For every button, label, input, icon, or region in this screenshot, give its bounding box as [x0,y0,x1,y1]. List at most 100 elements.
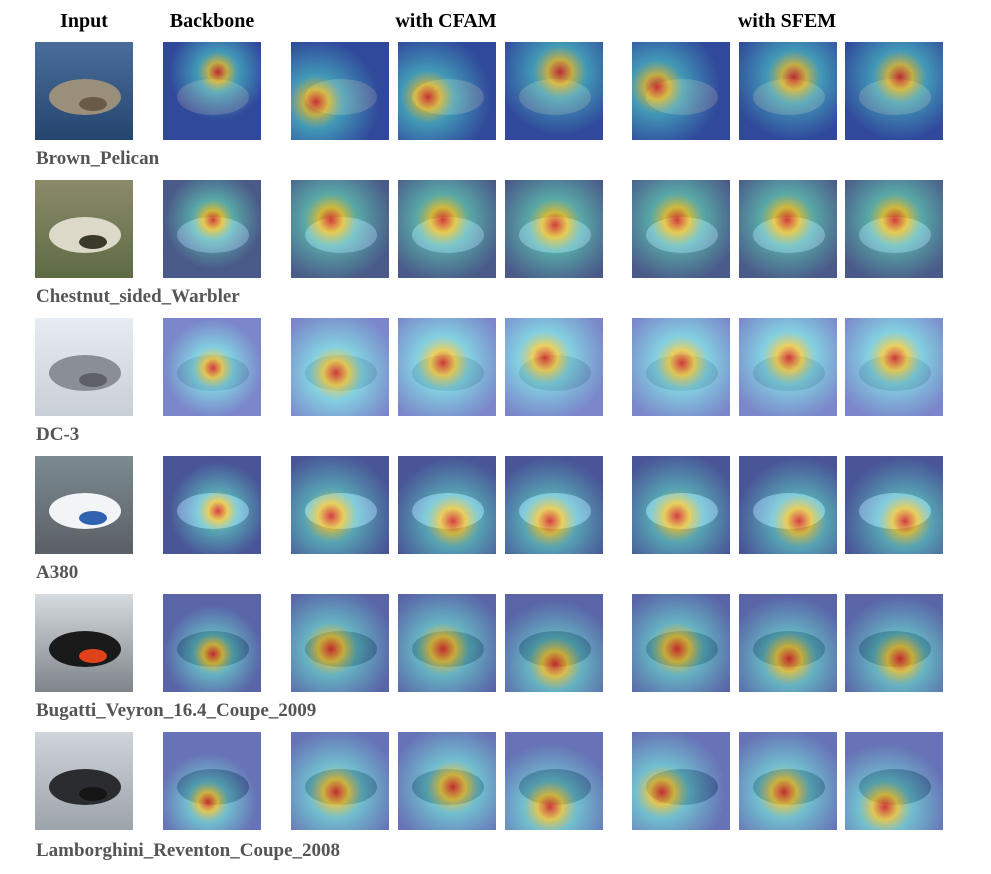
backbone-heatmap [163,594,261,692]
attention-overlay [632,42,730,140]
attention-overlay [163,456,261,554]
input-subject-detail [79,511,107,525]
attention-overlay [398,42,496,140]
cfam-heatmap-1 [291,732,389,830]
cfam-heatmap-3 [505,732,603,830]
input-subject-detail [79,373,107,387]
attention-overlay [398,318,496,416]
attention-overlay [163,180,261,278]
cfam-heatmap-1 [291,456,389,554]
sfem-heatmap-1 [632,594,730,692]
cfam-heatmap-2 [398,318,496,416]
attention-overlay [632,180,730,278]
backbone-heatmap [163,456,261,554]
attention-overlay [632,318,730,416]
attention-overlay [505,456,603,554]
attention-overlay [291,180,389,278]
attention-overlay [739,594,837,692]
cfam-heatmap-3 [505,180,603,278]
input-image [35,180,133,278]
attention-overlay [505,42,603,140]
cfam-heatmap-3 [505,456,603,554]
input-image [35,456,133,554]
input-image [35,42,133,140]
header-input: Input [60,10,108,32]
sfem-heatmap-1 [632,180,730,278]
cfam-heatmap-3 [505,318,603,416]
sfem-heatmap-1 [632,318,730,416]
attention-overlay [845,42,943,140]
attention-overlay [632,456,730,554]
class-label: A380 [36,562,79,583]
sfem-heatmap-2 [739,42,837,140]
attention-overlay [398,732,496,830]
attention-overlay [291,318,389,416]
cfam-heatmap-1 [291,318,389,416]
sfem-heatmap-2 [739,732,837,830]
attention-overlay [632,732,730,830]
header-sfem: with SFEM [737,10,837,32]
input-image [35,594,133,692]
backbone-heatmap [163,180,261,278]
sfem-heatmap-2 [739,456,837,554]
attention-overlay [845,180,943,278]
attention-overlay [505,318,603,416]
attention-overlay [845,594,943,692]
attention-overlay [291,456,389,554]
cfam-heatmap-1 [291,180,389,278]
class-label: DC-3 [36,424,80,445]
attention-overlay [845,732,943,830]
attention-overlay [739,42,837,140]
attention-overlay [505,594,603,692]
cfam-heatmap-3 [505,42,603,140]
attention-overlay [163,42,261,140]
attention-overlay [398,180,496,278]
sfem-heatmap-3 [845,594,943,692]
backbone-heatmap [163,42,261,140]
sfem-heatmap-3 [845,180,943,278]
cfam-heatmap-1 [291,594,389,692]
attention-overlay [739,732,837,830]
input-subject-detail [79,649,107,663]
sfem-heatmap-1 [632,42,730,140]
attention-overlay [163,318,261,416]
header-backbone: Backbone [169,10,255,32]
attention-overlay [398,594,496,692]
attention-overlay [845,456,943,554]
class-label: Brown_Pelican [36,148,160,169]
class-label: Lamborghini_Reventon_Coupe_2008 [36,840,341,861]
sfem-heatmap-1 [632,456,730,554]
attention-overlay [291,594,389,692]
backbone-heatmap [163,318,261,416]
attention-overlay [398,456,496,554]
input-subject-detail [79,97,107,111]
sfem-heatmap-2 [739,594,837,692]
cfam-heatmap-2 [398,732,496,830]
attention-overlay [739,456,837,554]
cfam-heatmap-2 [398,42,496,140]
attention-overlay [845,318,943,416]
sfem-heatmap-2 [739,318,837,416]
attention-overlay [632,594,730,692]
input-image [35,318,133,416]
cfam-heatmap-1 [291,42,389,140]
attention-overlay [291,42,389,140]
cfam-heatmap-2 [398,594,496,692]
attention-overlay [163,732,261,830]
attention-overlay [739,180,837,278]
attention-overlay [739,318,837,416]
input-image [35,732,133,830]
attention-overlay [505,180,603,278]
sfem-heatmap-3 [845,42,943,140]
input-subject-detail [79,235,107,249]
attention-overlay [505,732,603,830]
attention-overlay [163,594,261,692]
input-subject-detail [79,787,107,801]
cfam-heatmap-2 [398,180,496,278]
sfem-heatmap-2 [739,180,837,278]
sfem-heatmap-1 [632,732,730,830]
sfem-heatmap-3 [845,456,943,554]
sfem-heatmap-3 [845,318,943,416]
class-label: Bugatti_Veyron_16.4_Coupe_2009 [36,700,317,721]
